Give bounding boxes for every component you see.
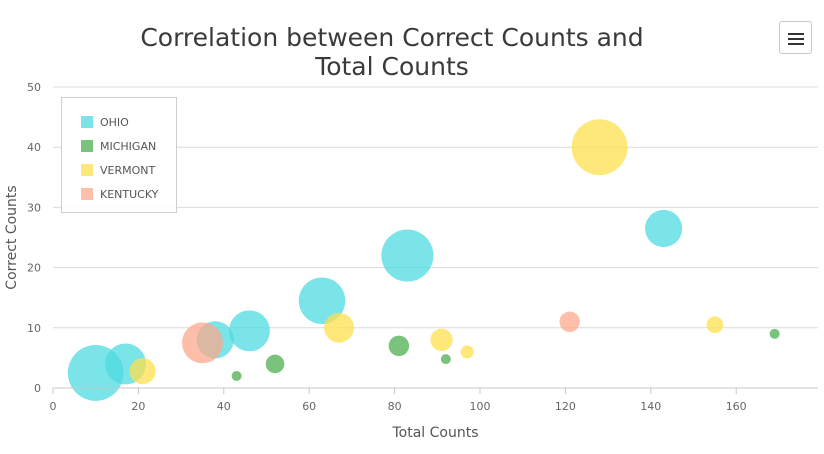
legend-label-michigan: MICHIGAN bbox=[100, 139, 157, 153]
bubble-ohio-5[interactable] bbox=[298, 277, 346, 324]
bubble-series bbox=[67, 119, 780, 401]
bubble-vermont-4[interactable] bbox=[460, 345, 474, 359]
bubble-michigan-3[interactable] bbox=[388, 335, 410, 357]
bubble-vermont-1[interactable] bbox=[129, 358, 156, 385]
x-tick-label: 0 bbox=[50, 400, 57, 413]
chart-title-line-2: Total Counts bbox=[315, 51, 469, 81]
legend-label-ohio: OHIO bbox=[100, 115, 129, 129]
legend-label-vermont: VERMONT bbox=[100, 163, 156, 177]
gridlines bbox=[53, 86, 818, 329]
bubble-michigan-5[interactable] bbox=[769, 328, 780, 339]
y-tick-label: 40 bbox=[27, 141, 41, 154]
legend-swatch-michigan bbox=[81, 140, 93, 152]
legend-swatch-vermont bbox=[81, 164, 93, 176]
y-tick-label: 20 bbox=[27, 262, 41, 275]
bubble-vermont-3[interactable] bbox=[430, 328, 453, 351]
x-tick-label: 60 bbox=[302, 400, 316, 413]
y-axis-ticks: 0 10 20 30 40 50 bbox=[27, 81, 41, 395]
bubble-kentucky-1[interactable] bbox=[181, 322, 223, 364]
legend: OHIO MICHIGAN VERMONT KENTUCKY bbox=[61, 97, 177, 213]
bubble-michigan-2[interactable] bbox=[265, 354, 285, 374]
y-tick-label: 30 bbox=[27, 201, 41, 214]
x-axis-title: Total Counts bbox=[391, 425, 478, 441]
legend-swatch-ohio bbox=[81, 116, 93, 128]
bubble-ohio-7[interactable] bbox=[645, 209, 683, 248]
legend-item-michigan[interactable]: MICHIGAN bbox=[81, 139, 156, 153]
bubble-michigan-1[interactable] bbox=[231, 370, 242, 381]
x-tick-label: 80 bbox=[388, 400, 402, 413]
bubble-vermont-6[interactable] bbox=[706, 316, 724, 334]
chart-title: Correlation between Correct Counts and T… bbox=[120, 23, 664, 81]
bubble-ohio-6[interactable] bbox=[381, 229, 434, 282]
chart-title-line-1: Correlation between Correct Counts and bbox=[140, 22, 644, 52]
x-tick-label: 100 bbox=[470, 400, 491, 413]
y-tick-label: 50 bbox=[27, 81, 41, 94]
legend-item-kentucky[interactable]: KENTUCKY bbox=[81, 187, 158, 201]
x-tick-label: 20 bbox=[131, 400, 145, 413]
bubble-michigan-4[interactable] bbox=[440, 354, 451, 365]
legend-item-vermont[interactable]: VERMONT bbox=[81, 163, 155, 177]
legend-item-ohio[interactable]: OHIO bbox=[81, 115, 129, 129]
bubble-ohio-4[interactable] bbox=[228, 310, 270, 352]
bubble-vermont-5[interactable] bbox=[571, 119, 628, 176]
y-tick-label: 10 bbox=[27, 322, 41, 335]
x-axis-ticks: 0 20 40 60 80 100 120 140 160 bbox=[50, 388, 747, 413]
x-tick-label: 40 bbox=[217, 400, 231, 413]
bubble-vermont-2[interactable] bbox=[324, 312, 354, 343]
x-tick-label: 120 bbox=[555, 400, 576, 413]
bubble-kentucky-2[interactable] bbox=[559, 311, 580, 333]
legend-label-kentucky: KENTUCKY bbox=[100, 187, 159, 201]
chart-menu-button[interactable] bbox=[779, 21, 812, 54]
legend-swatch-kentucky bbox=[81, 188, 93, 200]
y-axis-title: Correct Counts bbox=[4, 185, 20, 289]
y-tick-label: 0 bbox=[34, 382, 41, 395]
x-tick-label: 160 bbox=[726, 400, 747, 413]
x-tick-label: 140 bbox=[640, 400, 661, 413]
